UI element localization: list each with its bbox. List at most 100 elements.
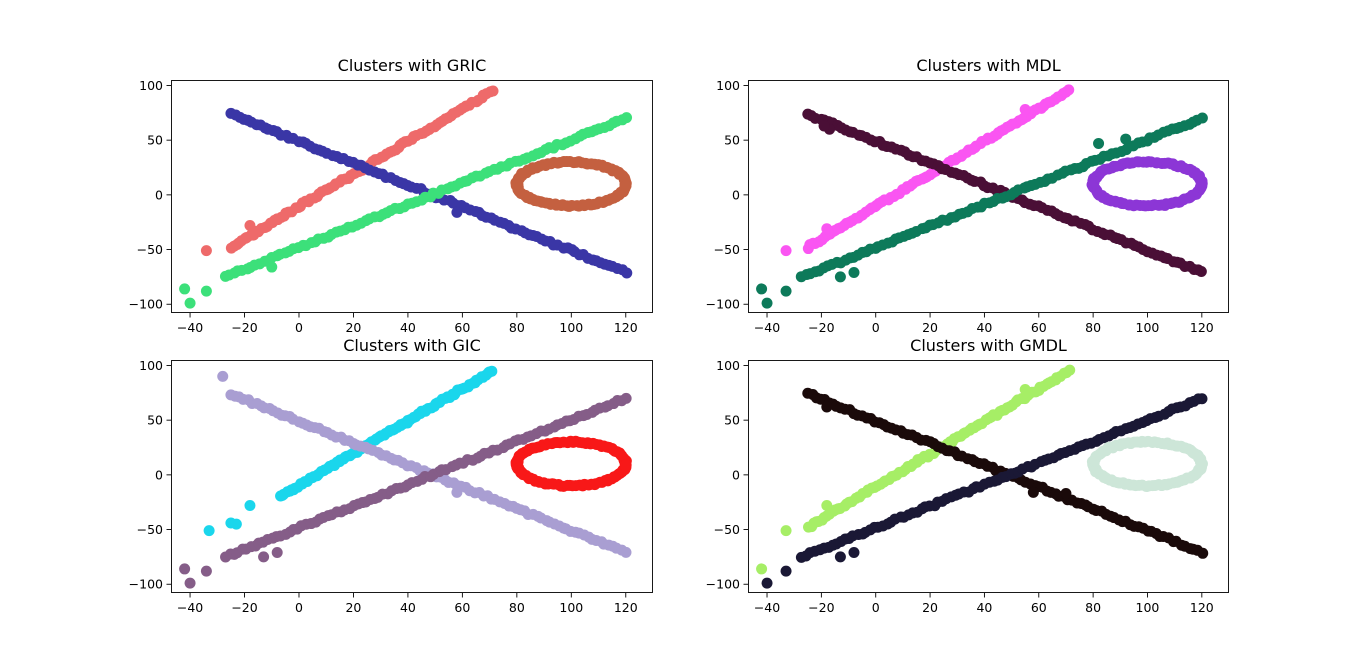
chart-panel: −40 −20 0 20 40 60 80 100 120 −100 −50 0 50 100 Cluste…: [129, 336, 653, 615]
x-tick-label: −40: [754, 600, 780, 615]
y-tick-label: 100: [139, 358, 163, 373]
y-tick-label: 50: [724, 413, 740, 428]
data-point: [200, 565, 212, 577]
axes-frame: [171, 360, 653, 593]
data-point: [200, 285, 212, 297]
y-tick-label: 100: [139, 78, 163, 93]
plot-area: [179, 85, 633, 309]
x-tick-label: −20: [808, 600, 834, 615]
plot-area: [756, 84, 1208, 309]
y-tick-label: 100: [716, 78, 740, 93]
x-tick-label: 0: [295, 320, 303, 335]
x-tick-label: 80: [1085, 600, 1101, 615]
series: [1086, 435, 1208, 493]
data-point: [258, 551, 270, 563]
series: [179, 112, 633, 309]
plot-area: [179, 365, 632, 589]
x-tick-label: −40: [754, 320, 780, 335]
data-point: [780, 245, 792, 257]
x-tick-label: 100: [559, 600, 583, 615]
data-point: [756, 563, 768, 575]
y-tick-label: −100: [129, 577, 163, 592]
data-point: [244, 499, 256, 511]
x-tick-label: 60: [454, 320, 470, 335]
data-point: [1063, 84, 1075, 96]
y-tick-label: 0: [732, 467, 740, 482]
x-tick-label: 40: [400, 600, 416, 615]
series: [179, 392, 632, 589]
data-point: [203, 525, 215, 537]
data-point: [179, 563, 191, 575]
x-tick-label: 20: [922, 600, 938, 615]
series: [756, 364, 1076, 575]
data-point: [621, 112, 633, 124]
data-point: [780, 285, 792, 297]
x-tick-label: 120: [614, 600, 638, 615]
data-point: [184, 297, 196, 309]
x-tick-label: 120: [1190, 320, 1214, 335]
data-point: [200, 245, 212, 257]
data-point: [184, 577, 196, 589]
x-tick-label: 40: [976, 320, 992, 335]
y-tick-label: −50: [137, 522, 163, 537]
x-tick-label: 80: [509, 600, 525, 615]
data-point: [1019, 384, 1031, 396]
y-tick-label: −50: [137, 242, 163, 257]
series: [761, 393, 1208, 589]
axes-frame: [171, 80, 653, 313]
y-tick-label: −100: [129, 297, 163, 312]
series: [1086, 156, 1208, 212]
x-tick-label: −40: [177, 600, 203, 615]
data-point: [179, 283, 191, 295]
data-point: [487, 85, 499, 97]
chart-title: Clusters with GIC: [343, 336, 481, 355]
data-point: [834, 271, 846, 283]
chart-title: Clusters with GRIC: [338, 56, 487, 75]
x-tick-label: 60: [1031, 320, 1047, 335]
data-point: [1060, 487, 1072, 499]
data-point: [1195, 179, 1207, 191]
y-tick-label: 0: [732, 187, 740, 202]
series: [217, 370, 632, 558]
x-tick-label: 120: [614, 320, 638, 335]
axes-frame: [748, 80, 1229, 313]
x-tick-label: 60: [454, 600, 470, 615]
chart-panel: −40 −20 0 20 40 60 80 100 120 −100 −50 0 50 100 Cluste…: [706, 56, 1229, 335]
data-point: [821, 223, 833, 235]
data-point: [217, 370, 229, 382]
y-tick-label: 50: [147, 413, 163, 428]
y-tick-label: −100: [706, 297, 740, 312]
data-point: [821, 401, 833, 413]
y-tick-label: 0: [155, 467, 163, 482]
x-tick-label: 100: [559, 320, 583, 335]
x-tick-label: 20: [345, 320, 361, 335]
x-tick-label: 100: [1136, 320, 1160, 335]
data-point: [821, 499, 833, 511]
data-point: [780, 525, 792, 537]
data-point: [780, 565, 792, 577]
series: [756, 112, 1208, 309]
data-point: [620, 546, 632, 558]
data-point: [1195, 265, 1207, 277]
x-tick-label: 0: [295, 600, 303, 615]
series: [203, 365, 498, 537]
x-tick-label: 120: [1190, 600, 1214, 615]
data-point: [1019, 104, 1031, 116]
data-point: [848, 267, 860, 279]
data-point: [451, 206, 463, 218]
data-point: [1195, 459, 1207, 471]
y-tick-label: 50: [147, 133, 163, 148]
data-point: [834, 551, 846, 563]
y-tick-label: 100: [716, 358, 740, 373]
x-tick-label: 80: [509, 320, 525, 335]
data-point: [271, 213, 283, 225]
chart-panel: −40 −20 0 20 40 60 80 100 120 −100 −50 0 50 100 Cluste…: [129, 56, 653, 335]
x-tick-label: 40: [976, 600, 992, 615]
data-point: [1064, 364, 1076, 376]
x-tick-label: 20: [922, 320, 938, 335]
data-point: [451, 486, 463, 498]
chart-title: Clusters with GMDL: [910, 336, 1067, 355]
data-point: [620, 459, 632, 471]
data-point: [1120, 133, 1132, 145]
data-point: [621, 267, 633, 279]
